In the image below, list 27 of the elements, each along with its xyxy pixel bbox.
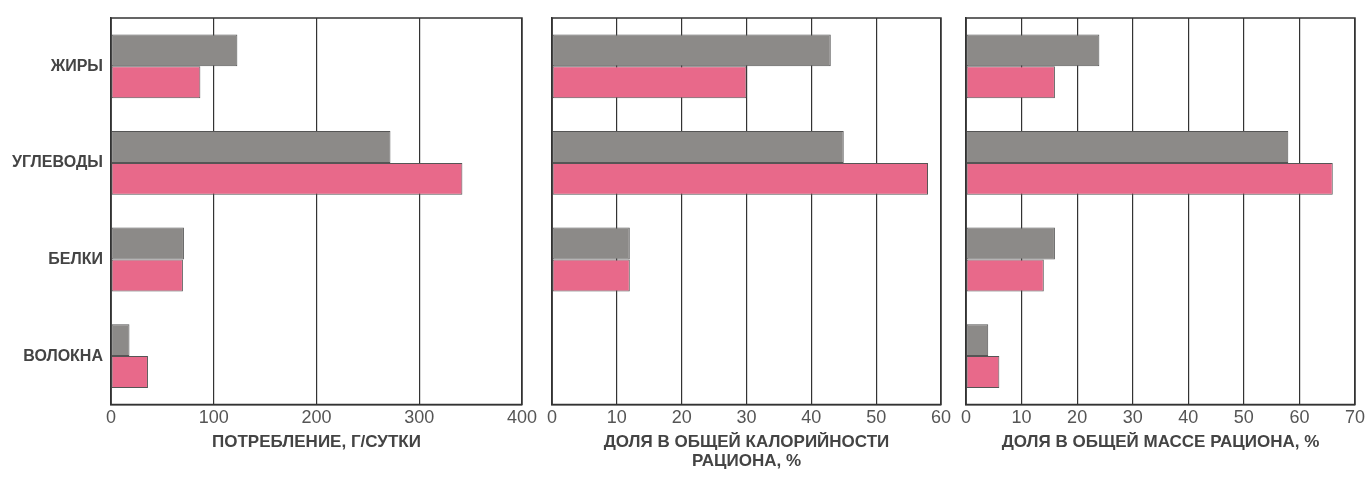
y-tick-label: УГЛЕВОДЫ bbox=[11, 153, 103, 171]
x-tick-label: 50 bbox=[1233, 407, 1254, 428]
x-tick-label: 10 bbox=[606, 407, 627, 428]
x-tick-label: 10 bbox=[1011, 407, 1032, 428]
y-tick-label: БЕЛКИ bbox=[48, 249, 103, 267]
x-tick-label: 60 bbox=[930, 407, 951, 428]
x-tick-label: 20 bbox=[1067, 407, 1088, 428]
x-axis-title: ПОТРЕБЛЕНИЕ, Г/СУТКИ bbox=[211, 432, 422, 452]
x-axis-title: ДОЛЯ В ОБЩЕЙ КАЛОРИЙНОСТИ РАЦИОНА, % bbox=[602, 432, 891, 471]
x-tick-label: 300 bbox=[404, 407, 435, 428]
x-tick-label: 0 bbox=[546, 407, 558, 428]
x-tick-label: 200 bbox=[301, 407, 332, 428]
x-tick-label: 50 bbox=[866, 407, 887, 428]
x-tick-label: 30 bbox=[1122, 407, 1143, 428]
x-tick-label: 0 bbox=[105, 407, 116, 428]
x-tick-label: 40 bbox=[1178, 407, 1199, 428]
x-tick-label: 400 bbox=[506, 407, 538, 428]
y-tick-label: ВОЛОКНА bbox=[23, 346, 104, 364]
x-tick-label: 20 bbox=[671, 407, 692, 428]
x-tick-label: 100 bbox=[198, 407, 229, 428]
x-tick-label: 30 bbox=[736, 407, 757, 428]
x-tick-label: 40 bbox=[801, 407, 822, 428]
x-tick-label: 60 bbox=[1289, 407, 1310, 428]
x-tick-label: 0 bbox=[960, 407, 972, 428]
y-tick-label: ЖИРЫ bbox=[49, 56, 103, 74]
x-axis-title: ДОЛЯ В ОБЩЕЙ МАССЕ РАЦИОНА, % bbox=[1000, 432, 1321, 452]
x-tick-label: 70 bbox=[1344, 407, 1365, 428]
